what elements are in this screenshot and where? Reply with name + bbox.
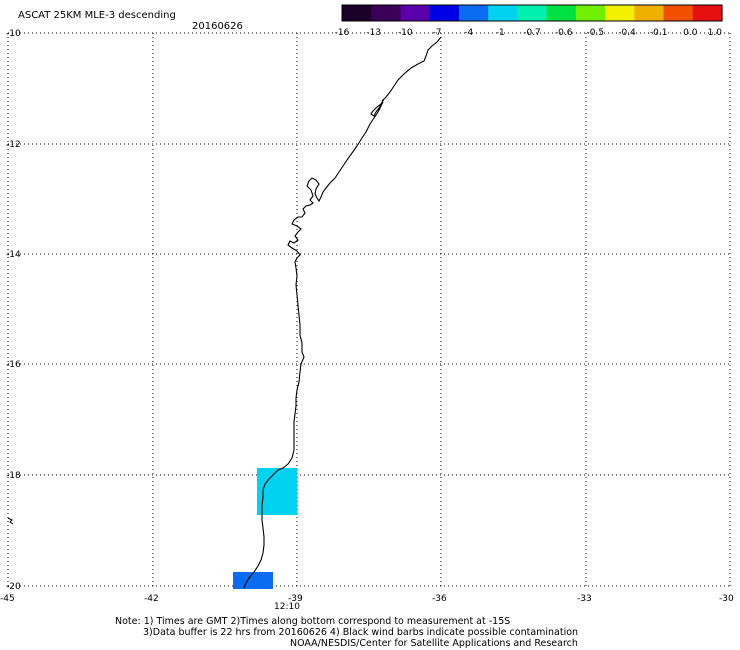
colorbar-segment bbox=[458, 5, 489, 21]
lon-label-30: -30 bbox=[719, 594, 734, 604]
colorbar-segment bbox=[429, 5, 460, 21]
colorbar-label: 1.0 bbox=[708, 28, 723, 38]
colorbar-segment bbox=[400, 5, 431, 21]
longitude-labels: -45 -42 -39 -36 -33 -30 bbox=[0, 594, 734, 604]
grid bbox=[7, 32, 731, 587]
lon-label-33: -33 bbox=[577, 594, 592, 604]
colorbar-label: 0.0 bbox=[683, 28, 698, 38]
swath-cell-blue bbox=[233, 572, 273, 589]
colorbar-segment bbox=[546, 5, 577, 21]
colorbar-segment bbox=[663, 5, 694, 21]
swath-cell-cyan bbox=[257, 468, 297, 515]
latitude-labels: -10 -12 -14 -16 -18 -20 bbox=[6, 29, 21, 592]
product-title: ASCAT 25KM MLE-3 descending bbox=[18, 10, 176, 21]
colorbar-segment bbox=[634, 5, 665, 21]
note-line-3: NOAA/NESDIS/Center for Satellite Applica… bbox=[290, 638, 578, 649]
colorbar-label: -13 bbox=[366, 28, 381, 38]
colorbar-segment bbox=[575, 5, 606, 21]
colorbar-label: -0.6 bbox=[555, 28, 573, 38]
colorbar-segment bbox=[342, 5, 372, 21]
colorbar-segment bbox=[692, 5, 723, 21]
lon-label-45: -45 bbox=[0, 594, 15, 604]
lat-label-10: -10 bbox=[6, 29, 21, 39]
lat-label-20: -20 bbox=[6, 582, 21, 592]
lat-label-12: -12 bbox=[6, 140, 21, 150]
colorbar-segment bbox=[605, 5, 635, 21]
colorbar-segment bbox=[371, 5, 402, 21]
lat-label-14: -14 bbox=[6, 250, 21, 260]
colorbar-label: -0.1 bbox=[650, 28, 668, 38]
colorbar-label: -16 bbox=[335, 28, 350, 38]
lat-label-16: -16 bbox=[6, 360, 21, 370]
lon-label-39: -39 bbox=[288, 594, 303, 604]
coastline-island bbox=[7, 517, 14, 525]
note-line-2: 3)Data buffer is 22 hrs from 20160626 4)… bbox=[143, 627, 579, 638]
lon-label-42: -42 bbox=[144, 594, 159, 604]
lon-label-36: -36 bbox=[432, 594, 447, 604]
colorbar-segment bbox=[488, 5, 518, 21]
colorbar-label: -0.5 bbox=[587, 28, 605, 38]
colorbar-segment bbox=[517, 5, 548, 21]
pass-time-label: 12:10 bbox=[274, 602, 300, 612]
colorbar-border bbox=[341, 4, 723, 22]
lat-label-18: -18 bbox=[6, 471, 21, 481]
note-line-1: Note: 1) Times are GMT 2)Times along bot… bbox=[115, 616, 511, 627]
product-date: 20160626 bbox=[192, 21, 243, 32]
colorbar-label: -10 bbox=[398, 28, 413, 38]
coastline bbox=[243, 36, 442, 589]
colorbar-label: -0.4 bbox=[618, 28, 636, 38]
